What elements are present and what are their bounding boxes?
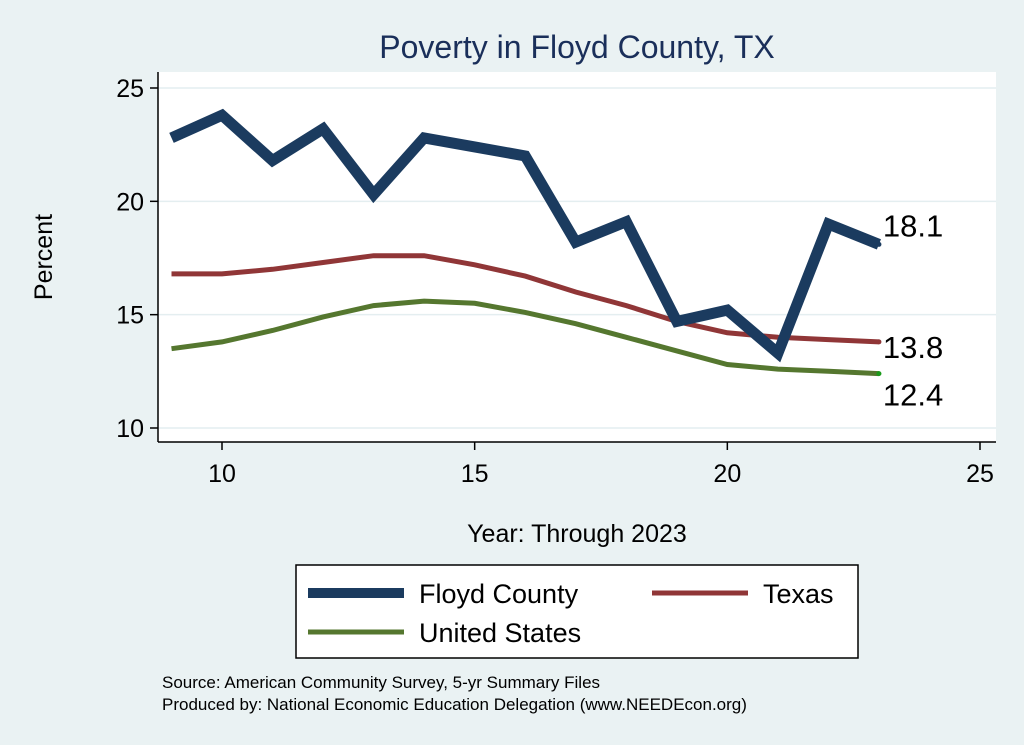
- x-tick-label-10: 10: [208, 460, 236, 488]
- chart-title: Poverty in Floyd County, TX: [379, 29, 774, 65]
- axis-ticks: 10 15 20 25 10 15 20 25: [116, 75, 994, 488]
- y-tick-label-25: 25: [116, 75, 144, 103]
- source-note: Source: American Community Survey, 5-yr …: [162, 673, 600, 692]
- y-tick-label-15: 15: [116, 302, 144, 330]
- plot-area: [158, 72, 996, 442]
- series-line-united-states: [171, 298, 880, 377]
- series-lines: [169, 108, 881, 377]
- end-label-floyd-county: 18.1: [883, 208, 943, 243]
- y-tick-label-20: 20: [116, 188, 144, 216]
- y-tick-label-10: 10: [116, 415, 144, 443]
- x-tick-label-25: 25: [966, 460, 994, 488]
- x-axis-title: Year: Through 2023: [467, 520, 687, 548]
- x-tick-label-15: 15: [461, 460, 489, 488]
- legend-label-united-states: United States: [419, 618, 581, 648]
- end-label-united-states: 12.4: [883, 378, 943, 413]
- end-point-texas: [876, 339, 882, 345]
- produced-by-note: Produced by: National Economic Education…: [162, 695, 747, 714]
- series-line-floyd-county: [169, 108, 881, 363]
- legend: Floyd County Texas United States: [295, 564, 859, 659]
- y-axis-title: Percent: [30, 214, 58, 300]
- x-tick-label-20: 20: [713, 460, 741, 488]
- legend-box: [295, 564, 859, 659]
- end-labels: 12.4 13.8 18.1: [876, 208, 943, 413]
- end-point-floyd-county: [876, 241, 882, 247]
- legend-label-floyd-county: Floyd County: [419, 579, 579, 609]
- legend-label-texas: Texas: [763, 579, 834, 609]
- end-point-united-states: [876, 371, 882, 377]
- gridlines: [158, 87, 996, 429]
- end-label-texas: 13.8: [883, 330, 943, 365]
